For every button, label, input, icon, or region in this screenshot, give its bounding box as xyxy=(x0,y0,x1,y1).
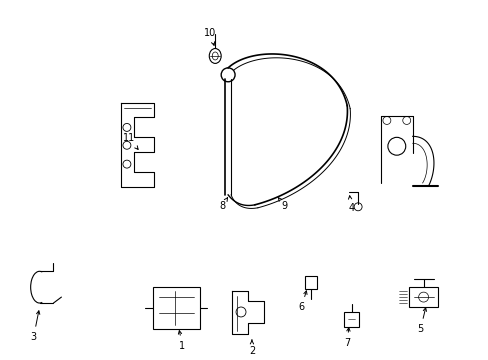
Text: 6: 6 xyxy=(298,291,306,312)
Text: 5: 5 xyxy=(417,308,426,334)
Text: 10: 10 xyxy=(203,28,216,45)
Text: 11: 11 xyxy=(122,133,138,149)
Bar xyxy=(304,276,317,289)
Text: 3: 3 xyxy=(31,311,40,342)
Text: 1: 1 xyxy=(178,330,185,351)
Bar xyxy=(408,287,438,307)
Text: 8: 8 xyxy=(219,198,227,211)
Text: 4: 4 xyxy=(347,196,353,213)
Text: 2: 2 xyxy=(248,340,255,356)
Bar xyxy=(152,287,200,329)
Bar xyxy=(344,312,358,327)
Text: 9: 9 xyxy=(278,198,287,211)
Text: 7: 7 xyxy=(344,328,349,348)
